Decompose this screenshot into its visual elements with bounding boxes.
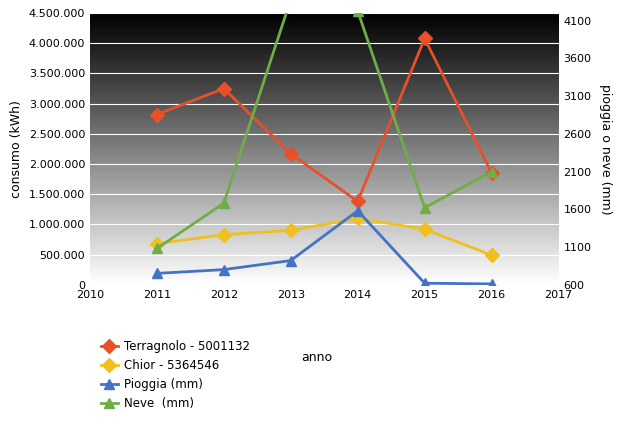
Legend: Terragnolo - 5001132, Chior - 5364546, Pioggia (mm), Neve  (mm): Terragnolo - 5001132, Chior - 5364546, P… [96, 336, 255, 415]
Text: anno: anno [302, 351, 333, 364]
Y-axis label: pioggia o neve (mm): pioggia o neve (mm) [600, 84, 612, 214]
Y-axis label: consumo (kWh): consumo (kWh) [10, 100, 23, 198]
